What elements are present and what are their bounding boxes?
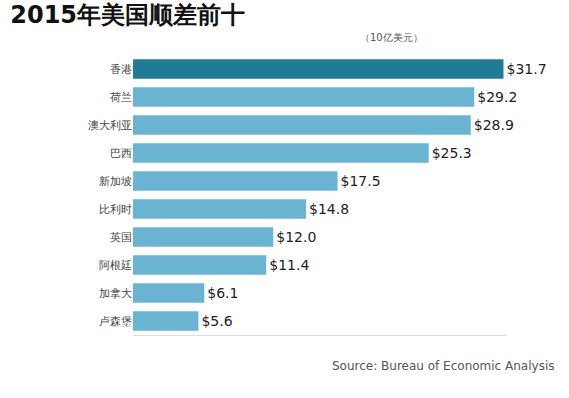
svg-text:巴西: 巴西 <box>110 147 132 160</box>
svg-text:英国: 英国 <box>110 231 132 244</box>
svg-text:Source: Bureau of Economic Ana: Source: Bureau of Economic Analysis <box>332 359 554 373</box>
svg-text:$17.5: $17.5 <box>341 173 381 189</box>
svg-text:$5.6: $5.6 <box>201 313 232 329</box>
svg-text:阿根廷: 阿根廷 <box>99 259 132 272</box>
svg-text:$31.7: $31.7 <box>506 61 546 77</box>
svg-text:加拿大: 加拿大 <box>99 287 132 300</box>
svg-text:$11.4: $11.4 <box>269 257 309 273</box>
svg-text:香港: 香港 <box>110 63 132 76</box>
svg-text:$28.9: $28.9 <box>474 117 514 133</box>
svg-text:2015年美国顺差前十: 2015年美国顺差前十 <box>10 1 245 29</box>
svg-text:比利时: 比利时 <box>99 203 132 216</box>
svg-text:荷兰: 荷兰 <box>110 91 132 104</box>
svg-text:$6.1: $6.1 <box>207 285 238 301</box>
svg-text:新加坡: 新加坡 <box>99 175 132 188</box>
svg-text:卢森堡: 卢森堡 <box>99 315 132 328</box>
svg-text:澳大利亚: 澳大利亚 <box>88 119 132 132</box>
svg-text:$12.0: $12.0 <box>276 229 316 245</box>
svg-text:（10亿美元）: （10亿美元） <box>360 32 423 43</box>
svg-text:$25.3: $25.3 <box>432 145 472 161</box>
svg-text:$14.8: $14.8 <box>309 201 349 217</box>
svg-text:$29.2: $29.2 <box>477 89 517 105</box>
